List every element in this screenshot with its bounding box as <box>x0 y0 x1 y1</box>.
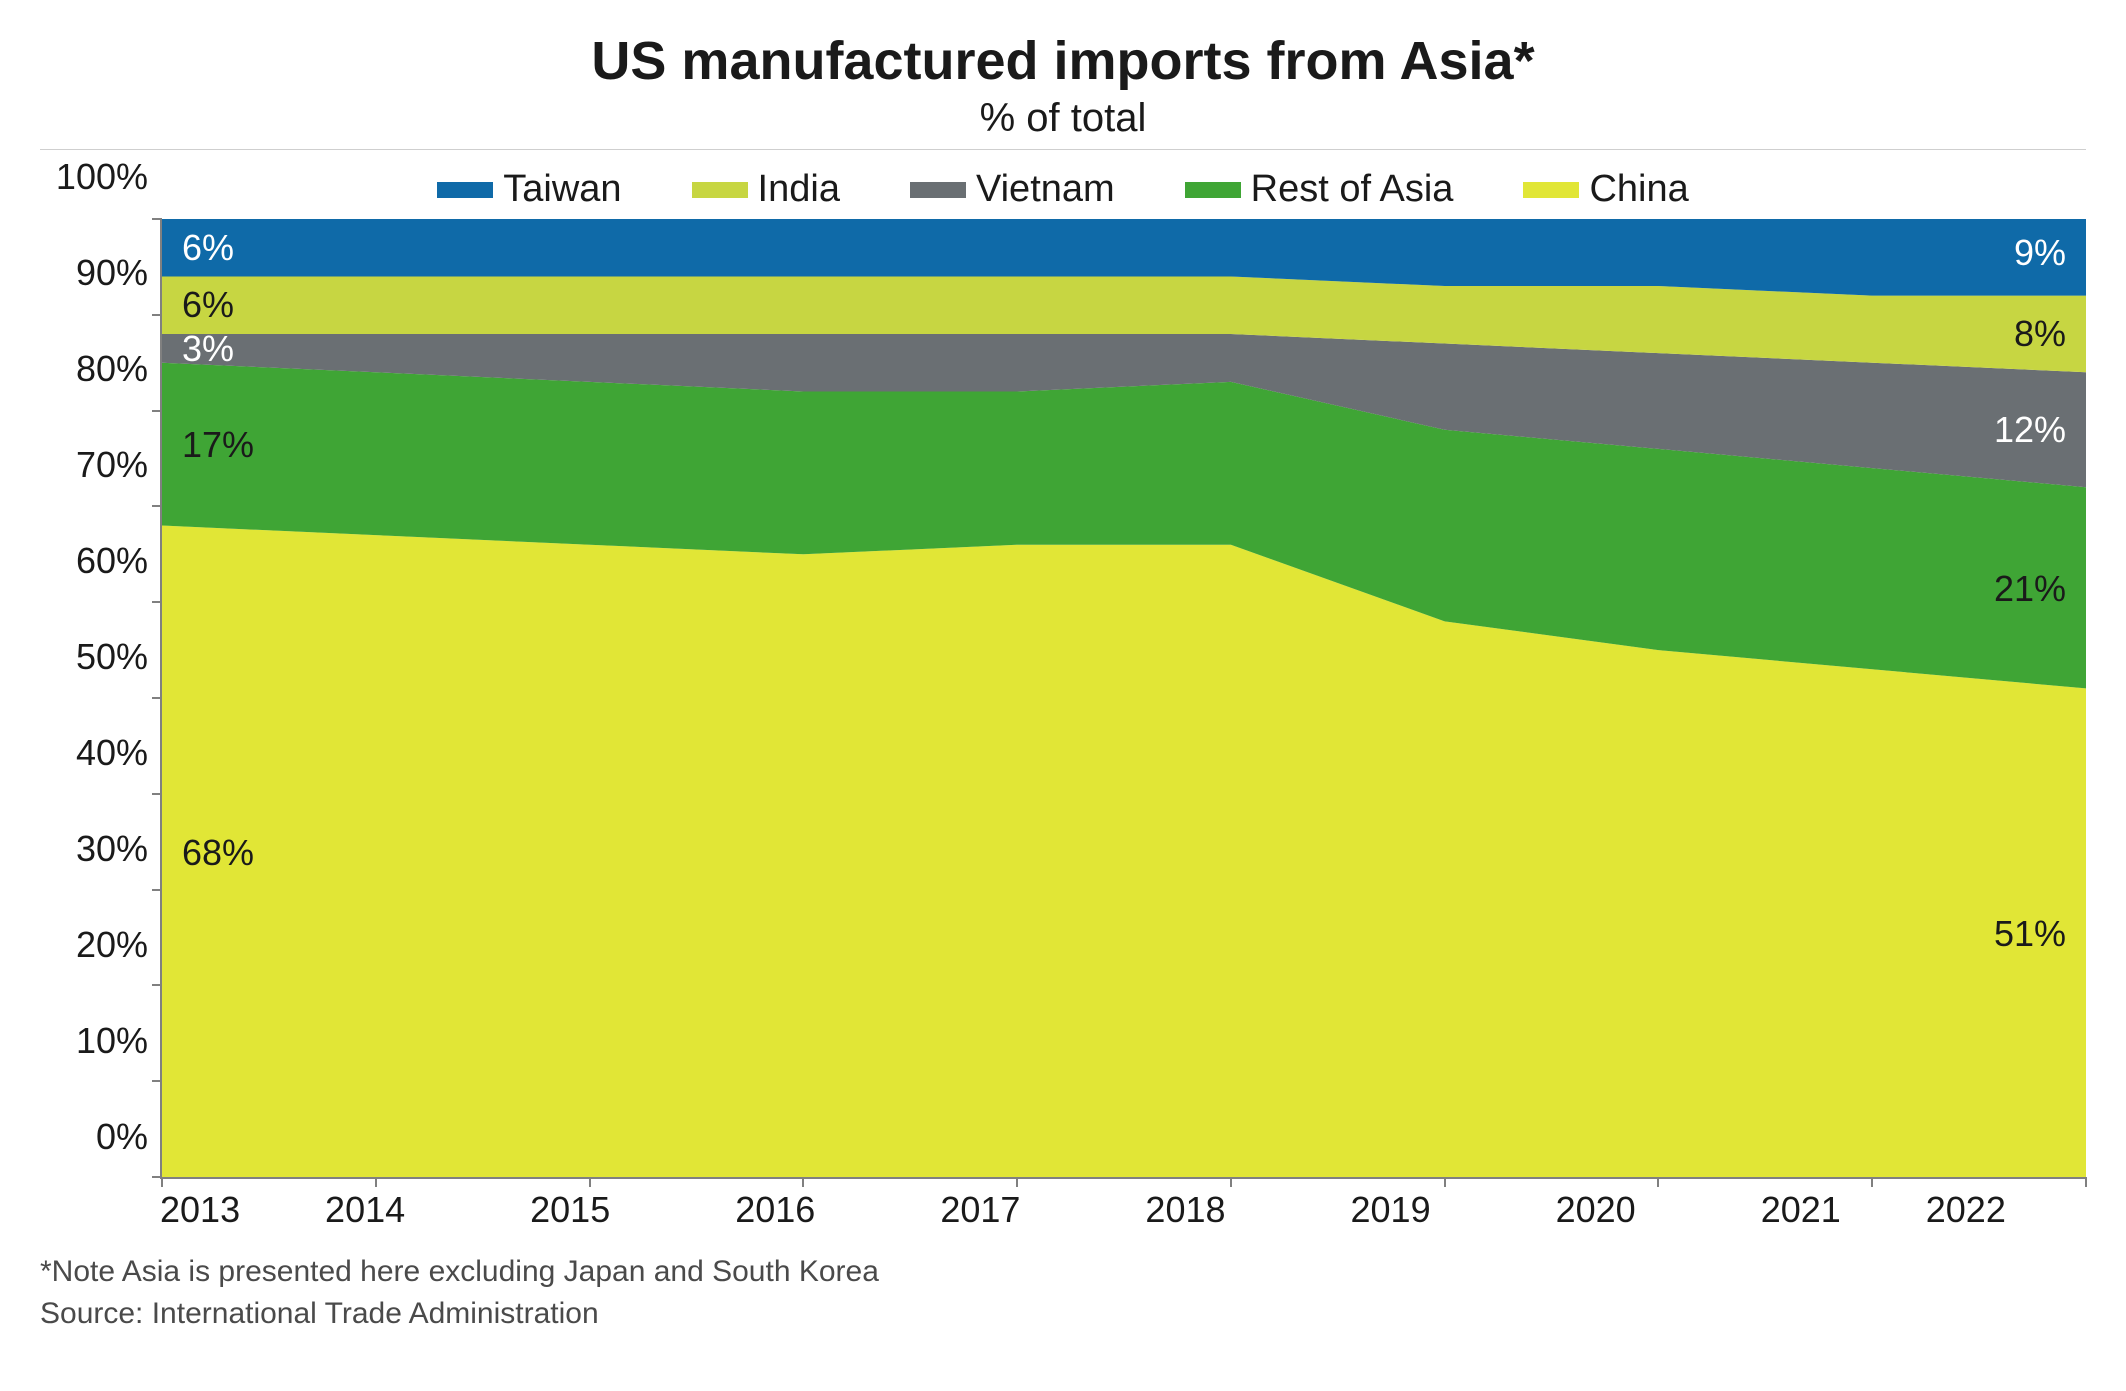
legend-swatch <box>437 182 493 198</box>
chart-title: US manufactured imports from Asia* <box>40 30 2086 92</box>
y-tick: 100% <box>56 156 148 198</box>
area-layers <box>162 219 2086 1177</box>
legend-swatch <box>692 182 748 198</box>
y-tick: 70% <box>76 444 148 486</box>
x-tick: 2021 <box>1761 1189 1841 1231</box>
chart-footnotes: *Note Asia is presented here excluding J… <box>40 1251 2086 1335</box>
stacked-area-chart: US manufactured imports from Asia* % of … <box>40 30 2086 1335</box>
data-label-vietnam-end: 12% <box>1994 409 2066 451</box>
y-tick-mark <box>152 505 162 507</box>
y-tick-mark <box>152 601 162 603</box>
legend-label: India <box>758 168 840 211</box>
legend-item-vietnam: Vietnam <box>910 168 1115 211</box>
y-tick-mark <box>152 697 162 699</box>
footnote-line: Source: International Trade Administrati… <box>40 1293 2086 1335</box>
y-tick-mark <box>152 889 162 891</box>
x-tick-mark <box>1016 1177 1018 1187</box>
legend-item-china: China <box>1523 168 1688 211</box>
x-tick: 2013 <box>160 1189 240 1231</box>
x-tick-mark <box>589 1177 591 1187</box>
x-tick-mark <box>1230 1177 1232 1187</box>
chart-legend: Taiwan India Vietnam Rest of Asia China <box>40 150 2086 219</box>
chart-plot: 6%6%3%17%68%9%8%12%21%51% <box>160 219 2086 1179</box>
data-label-taiwan-end: 9% <box>2014 232 2066 274</box>
x-tick-mark <box>375 1177 377 1187</box>
legend-label: Rest of Asia <box>1251 168 1454 211</box>
data-label-india-start: 6% <box>182 284 234 326</box>
data-label-rest-of-asia-start: 17% <box>182 424 254 466</box>
legend-item-taiwan: Taiwan <box>437 168 621 211</box>
data-label-india-end: 8% <box>2014 313 2066 355</box>
data-label-taiwan-start: 6% <box>182 227 234 269</box>
data-label-rest-of-asia-end: 21% <box>1994 568 2066 610</box>
y-tick: 50% <box>76 636 148 678</box>
y-tick-mark <box>152 410 162 412</box>
legend-swatch <box>910 182 966 198</box>
x-tick: 2020 <box>1556 1189 1636 1231</box>
y-tick: 20% <box>76 924 148 966</box>
data-label-china-end: 51% <box>1994 913 2066 955</box>
y-tick-mark <box>152 1176 162 1178</box>
legend-swatch <box>1523 182 1579 198</box>
chart-subtitle: % of total <box>40 96 2086 141</box>
x-tick: 2016 <box>735 1189 815 1231</box>
y-tick-mark <box>152 314 162 316</box>
legend-item-rest-of-asia: Rest of Asia <box>1185 168 1454 211</box>
legend-label: China <box>1589 168 1688 211</box>
y-tick: 80% <box>76 348 148 390</box>
y-tick: 90% <box>76 252 148 294</box>
y-tick: 10% <box>76 1020 148 1062</box>
legend-label: Vietnam <box>976 168 1115 211</box>
x-tick-mark <box>1444 1177 1446 1187</box>
y-tick-mark <box>152 218 162 220</box>
plot-area: 0%10%20%30%40%50%60%70%80%90%100% 6%6%3%… <box>40 219 2086 1231</box>
x-tick: 2015 <box>530 1189 610 1231</box>
x-tick-mark <box>1871 1177 1873 1187</box>
x-tick: 2017 <box>940 1189 1020 1231</box>
y-tick: 40% <box>76 732 148 774</box>
y-axis: 0%10%20%30%40%50%60%70%80%90%100% <box>40 219 160 1179</box>
data-label-china-start: 68% <box>182 832 254 874</box>
y-tick: 60% <box>76 540 148 582</box>
x-tick: 2022 <box>1926 1189 2006 1231</box>
footnote-line: *Note Asia is presented here excluding J… <box>40 1251 2086 1293</box>
x-tick: 2019 <box>1351 1189 1431 1231</box>
legend-swatch <box>1185 182 1241 198</box>
legend-label: Taiwan <box>503 168 621 211</box>
y-tick: 30% <box>76 828 148 870</box>
y-tick-mark <box>152 793 162 795</box>
x-tick-mark <box>802 1177 804 1187</box>
x-tick: 2018 <box>1145 1189 1225 1231</box>
y-tick-mark <box>152 1080 162 1082</box>
chart-header: US manufactured imports from Asia* % of … <box>40 30 2086 141</box>
x-axis: 2013 2014 2015 2016 2017 2018 2019 2020 2021 2022 <box>160 1179 2086 1231</box>
data-label-vietnam-start: 3% <box>182 328 234 370</box>
x-tick-mark <box>2085 1177 2087 1187</box>
y-tick-mark <box>152 984 162 986</box>
legend-item-india: India <box>692 168 840 211</box>
x-tick: 2014 <box>325 1189 405 1231</box>
x-tick-mark <box>1657 1177 1659 1187</box>
x-tick-mark <box>161 1177 163 1187</box>
y-tick: 0% <box>96 1116 148 1158</box>
